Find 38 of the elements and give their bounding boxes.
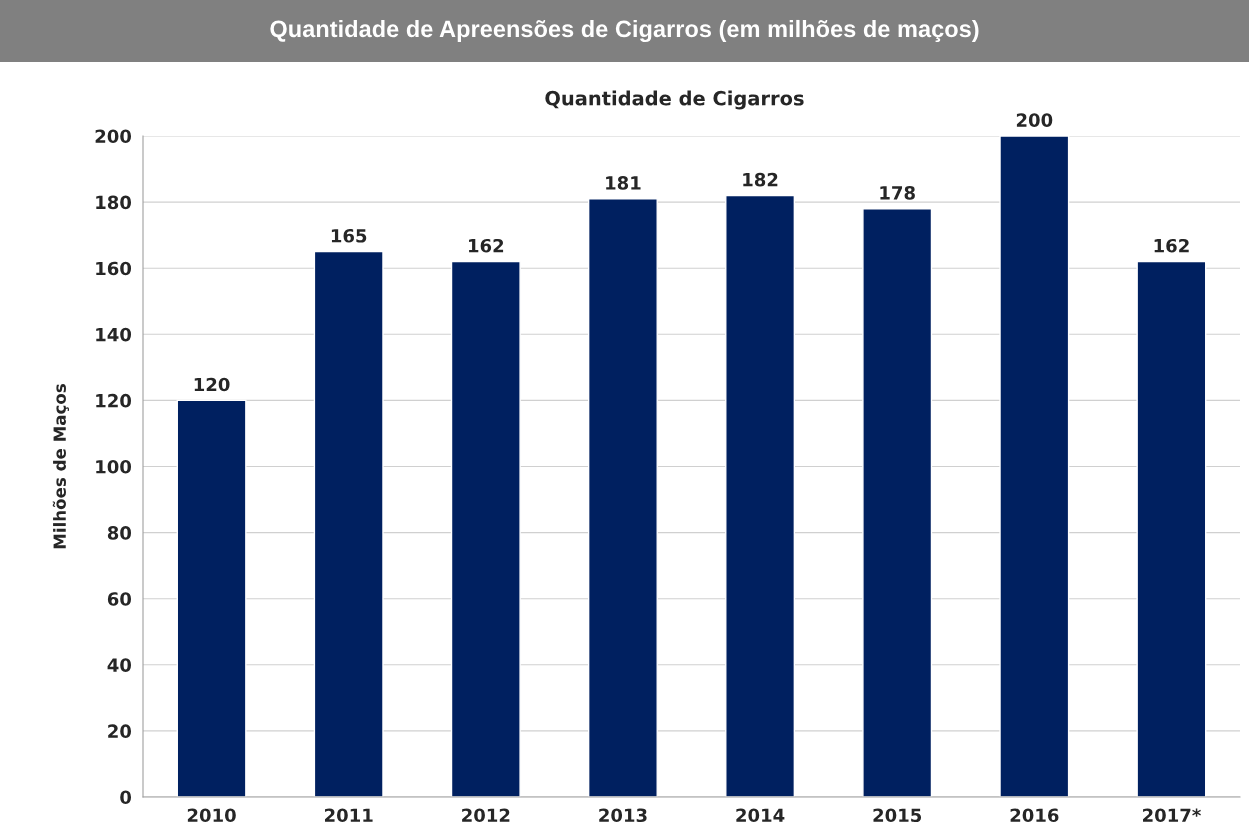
x-tick-label: 2010: [187, 808, 236, 823]
bar: [313, 250, 384, 797]
x-tick-label: 2017*: [1143, 808, 1201, 823]
chart-title: Quantidade de Apreensões de Cigarros (em milhões de maços): [270, 19, 979, 43]
bar: [450, 260, 521, 797]
data-label: 162: [469, 238, 504, 253]
y-tick-label: 180: [96, 195, 132, 210]
x-tick-label: 2012: [462, 808, 510, 823]
y-tick-label: 20: [108, 724, 132, 739]
data-label: 178: [880, 186, 915, 200]
data-label: 165: [331, 228, 367, 243]
data-label: 181: [606, 176, 641, 190]
bar: [999, 136, 1070, 797]
data-label: 162: [1154, 238, 1189, 253]
y-tick-label: 140: [96, 327, 132, 342]
bar: [862, 208, 933, 797]
y-tick-label: 120: [96, 393, 132, 408]
y-tick-label: 200: [95, 129, 132, 144]
y-tick-label: 0: [120, 790, 132, 805]
chart-subtitle: Quantidade de Cigarros: [545, 90, 804, 110]
data-label: 200: [1016, 113, 1053, 127]
bar: [725, 194, 796, 797]
bar: [1136, 260, 1207, 797]
x-tick-label: 2016: [1010, 808, 1059, 823]
y-tick-label: 60: [107, 592, 132, 606]
y-tick-label: 100: [96, 459, 132, 474]
y-tick-label: 160: [96, 261, 132, 276]
y-tick-label: 80: [107, 526, 132, 540]
bar: [176, 399, 247, 797]
bar: [587, 198, 658, 797]
y-tick-label: 40: [107, 658, 132, 672]
x-tick-label: 2014: [736, 808, 785, 823]
data-label: 182: [743, 172, 778, 187]
x-tick-label: 2015: [873, 808, 922, 823]
x-tick-label: 2011: [324, 808, 373, 823]
data-label: 120: [194, 377, 230, 392]
x-tick-label: 2013: [599, 808, 647, 823]
y-axis-title: Milhões de Maços: [52, 384, 69, 549]
